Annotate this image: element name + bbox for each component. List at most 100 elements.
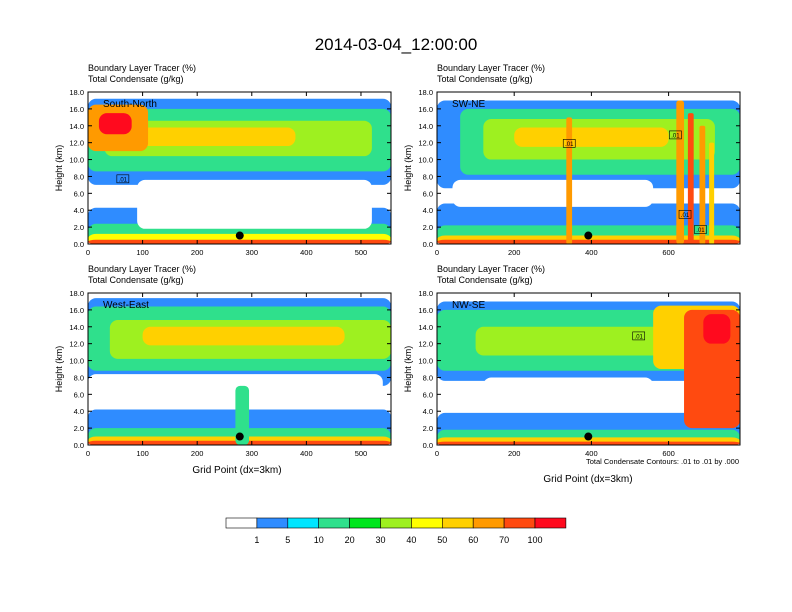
panel-4-plot-area: 0.0 2.0 4.0 6.0 8.0 10.0 12.0 14.0 16.0 18.0 0 200 4… (418, 289, 741, 458)
y-tick-label: 6.0 (423, 390, 433, 399)
x-tick-label: 600 (662, 248, 675, 257)
colorbar-swatch (534, 517, 567, 529)
contour-footnote: Total Condensate Contours: .01 to .01 by… (586, 457, 739, 466)
colorbar-label: 1 (254, 535, 259, 545)
plot-frame (436, 292, 741, 446)
y-tick-label: 4.0 (74, 206, 84, 215)
colorbar-swatch (441, 517, 474, 529)
y-tick-label: 2.0 (74, 424, 84, 433)
x-tick-label: 300 (246, 449, 259, 458)
panel-label: West-East (103, 300, 149, 311)
y-tick-label: 8.0 (74, 172, 84, 181)
tracer-region (566, 117, 573, 244)
y-tick-label: 0.0 (74, 240, 84, 249)
x-tick-label: 100 (136, 449, 149, 458)
y-tick-label: 16.0 (418, 105, 433, 114)
y-tick-label: 0.0 (74, 441, 84, 450)
station-marker (235, 432, 244, 441)
y-tick-label: 4.0 (423, 407, 433, 416)
x-tick-label: 400 (300, 248, 313, 257)
contour-label-box (562, 139, 576, 148)
x-tick-label: 400 (585, 248, 598, 257)
colorbar-swatch (256, 517, 289, 529)
tracer-region (437, 441, 740, 445)
colorbar-label: 40 (406, 535, 416, 545)
y-tick-label: 6.0 (74, 390, 84, 399)
y-tick-label: 14.0 (418, 323, 433, 332)
y-tick-label: 18.0 (418, 289, 433, 298)
panel-4-title: Boundary Layer Tracer (%) (437, 264, 545, 274)
panel-2-ylabel: Height (km) (403, 145, 413, 192)
y-tick-label: 14.0 (69, 122, 84, 131)
y-tick-label: 6.0 (423, 189, 433, 198)
tracer-region (235, 385, 250, 445)
contour-label: .01 (671, 133, 680, 139)
panel-4-subtitle: Total Condensate (g/kg) (437, 275, 533, 285)
tracer-region (137, 179, 372, 229)
y-tick-label: 2.0 (423, 424, 433, 433)
colorbar-label: 50 (437, 535, 447, 545)
figure-title: 2014-03-04_12:00:00 (315, 35, 478, 54)
x-tick-label: 600 (662, 449, 675, 458)
contour-label-box (678, 209, 692, 219)
x-tick-label: 0 (435, 449, 439, 458)
panel-west-east: Boundary Layer Tracer (%) Total Condensa… (54, 264, 392, 476)
y-tick-label: 8.0 (423, 172, 433, 181)
contour-label: .01 (681, 213, 690, 219)
colorbar-label: 70 (499, 535, 509, 545)
panel-nw-se: Boundary Layer Tracer (%) Total Condensa… (403, 264, 741, 485)
y-tick-label: 2.0 (423, 223, 433, 232)
y-tick-label: 10.0 (69, 156, 84, 165)
y-tick-label: 4.0 (423, 206, 433, 215)
colorbar-label: 100 (527, 535, 542, 545)
colorbar-swatch (287, 517, 319, 529)
x-tick-label: 0 (86, 449, 90, 458)
station-marker (235, 231, 244, 240)
x-tick-label: 300 (246, 248, 259, 257)
x-tick-label: 0 (86, 248, 90, 257)
colorbar-swatch (318, 517, 350, 529)
station-marker (584, 231, 593, 240)
tracer-region (98, 113, 132, 135)
contour-label: .01 (696, 228, 705, 234)
contour-label-box (669, 130, 682, 140)
panel-3-title: Boundary Layer Tracer (%) (88, 264, 196, 274)
tracer-region (88, 239, 391, 244)
tracer-region (437, 239, 740, 244)
y-tick-label: 18.0 (69, 88, 84, 97)
y-tick-label: 0.0 (423, 240, 433, 249)
tracer-region (120, 127, 296, 147)
panel-1-ylabel: Height (km) (54, 145, 64, 192)
colorbar-swatch (225, 517, 258, 529)
tracer-region (709, 142, 715, 244)
colorbar-swatch (503, 517, 536, 529)
panel-3-subtitle: Total Condensate (g/kg) (88, 275, 184, 285)
panel-3-xlabel: Grid Point (dx=3km) (192, 465, 281, 476)
colorbar-swatch (472, 517, 505, 529)
y-tick-label: 8.0 (423, 373, 433, 382)
plot-frame (87, 91, 392, 245)
panel-2-subtitle: Total Condensate (g/kg) (437, 74, 533, 84)
y-tick-label: 12.0 (69, 139, 84, 148)
panel-3-ylabel: Height (km) (54, 346, 64, 393)
colorbar-label: 30 (375, 535, 385, 545)
panel-4-xlabel: Grid Point (dx=3km) (543, 474, 632, 485)
y-tick-label: 12.0 (69, 340, 84, 349)
y-tick-label: 2.0 (74, 223, 84, 232)
colorbar-label: 20 (345, 535, 355, 545)
x-tick-label: 400 (300, 449, 313, 458)
y-tick-label: 4.0 (74, 407, 84, 416)
panel-2-plot-area: 0.0 2.0 4.0 6.0 8.0 10.0 12.0 14.0 16.0 18.0 0 200 4… (418, 88, 741, 257)
panel-3-plot-area: 0.0 2.0 4.0 6.0 8.0 10.0 12.0 14.0 16.0 18.0 0 100 2… (69, 289, 392, 458)
y-tick-label: 16.0 (69, 105, 84, 114)
y-tick-label: 14.0 (69, 323, 84, 332)
tracer-region (699, 125, 706, 244)
colorbar-swatch (380, 517, 412, 529)
contour-label: .01 (119, 177, 128, 183)
panel-1-subtitle: Total Condensate (g/kg) (88, 74, 184, 84)
colorbar-label: 10 (314, 535, 324, 545)
y-tick-label: 14.0 (418, 122, 433, 131)
x-tick-label: 0 (435, 248, 439, 257)
tracer-region (514, 127, 669, 147)
